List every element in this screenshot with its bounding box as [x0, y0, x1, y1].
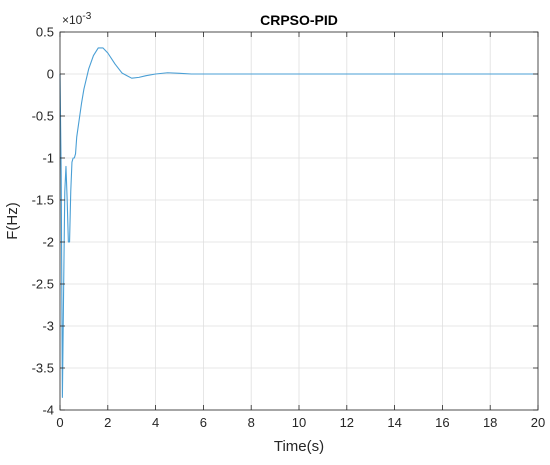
y-tick-label: -4 [42, 403, 54, 418]
y-tick-label: -1.5 [32, 193, 54, 208]
x-tick-label: 0 [56, 415, 63, 430]
x-tick-label: 18 [483, 415, 497, 430]
y-tick-label: -1 [42, 151, 54, 166]
y-tick-label: -2 [42, 235, 54, 250]
y-tick-label: 0.5 [36, 25, 54, 40]
x-tick-label: 6 [200, 415, 207, 430]
x-tick-label: 14 [387, 415, 401, 430]
x-tick-label: 16 [435, 415, 449, 430]
series-line [59, 47, 538, 398]
y-tick-label: -0.5 [32, 109, 54, 124]
y-tick-label: -3 [42, 319, 54, 334]
x-tick-label: 20 [531, 415, 545, 430]
y-tick-label: 0 [47, 67, 54, 82]
x-tick-label: 4 [152, 415, 159, 430]
ticks: 0 2 4 6 8 10 12 14 16 18 20 0.5 0 -0.5 -1 -1.5 -2 -2.5 -3 -… [32, 25, 546, 431]
y-tick-label: -3.5 [32, 361, 54, 376]
y-tick-label: -2.5 [32, 277, 54, 292]
svg-text:×10-3: ×10-3 [62, 11, 92, 27]
x-axis-label: Time(s) [274, 438, 324, 455]
x-tick-label: 2 [104, 415, 111, 430]
series-layer [59, 47, 538, 398]
y-axis-label: F(Hz) [4, 202, 21, 240]
x-tick-label: 8 [248, 415, 255, 430]
x-tick-label: 12 [340, 415, 354, 430]
y-multiplier-exponent: -3 [82, 11, 91, 22]
y-multiplier: ×10-3 [62, 11, 92, 27]
x-tick-label: 10 [292, 415, 306, 430]
chart-title: CRPSO-PID [260, 12, 338, 28]
y-multiplier-base: ×10 [62, 13, 83, 27]
